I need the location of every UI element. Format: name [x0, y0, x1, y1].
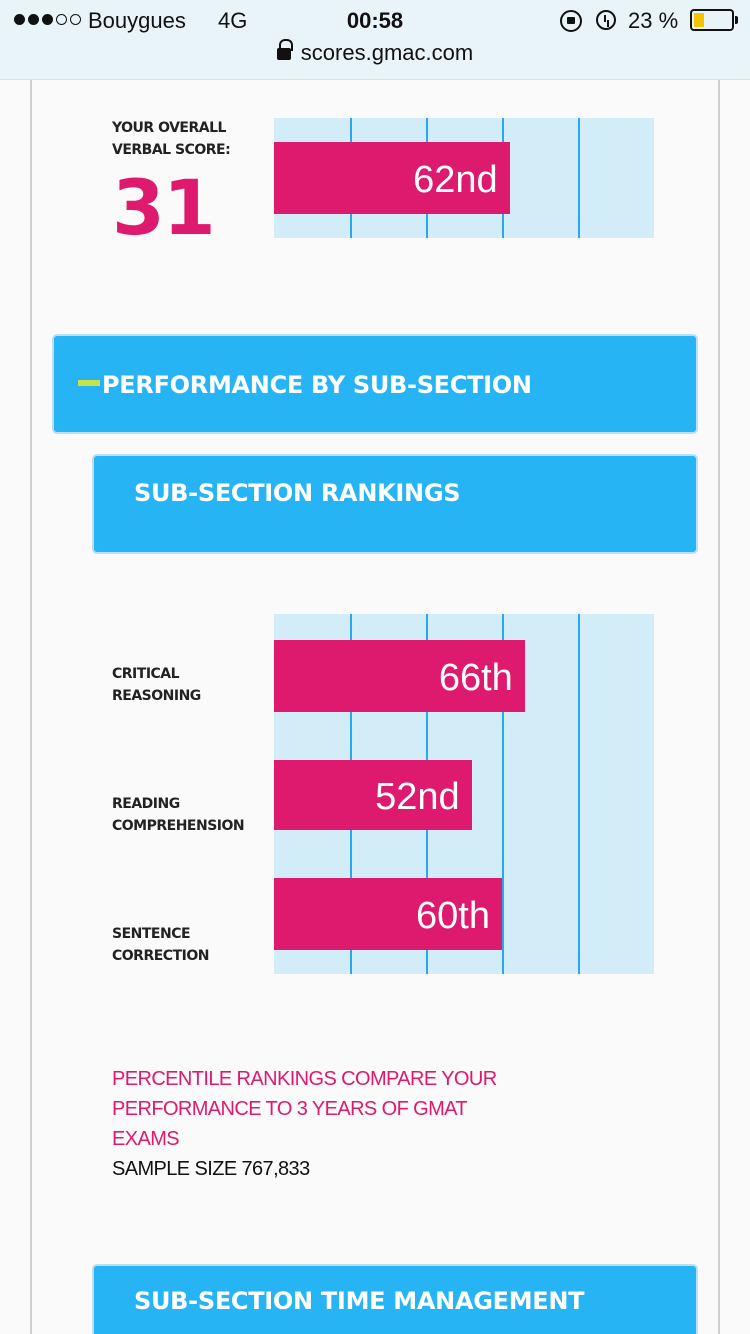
performance-by-subsection-header[interactable]: PERFORMANCE BY SUB-SECTION [52, 334, 698, 434]
collapse-minus-icon[interactable] [78, 380, 100, 386]
signal-dot [56, 14, 67, 25]
ranking-bar-3 [274, 878, 502, 950]
signal-dot [28, 14, 39, 25]
performance-header-title: PERFORMANCE BY SUB-SECTION [102, 371, 532, 399]
category-label-2-line2: COMPREHENSION [112, 818, 245, 834]
rankings-header-title: SUB-SECTION RANKINGS [134, 479, 461, 507]
battery-icon [690, 9, 738, 31]
url-text: scores.gmac.com [300, 40, 474, 65]
overall-percentile-bar [274, 142, 510, 214]
note-line-1: PERCENTILE RANKINGS COMPARE YOUR [112, 1068, 497, 1090]
category-label-2-line1: READING [112, 796, 180, 812]
subsection-time-management-header: SUB-SECTION TIME MANAGEMENT [92, 1264, 698, 1334]
category-label-3-line1: SENTENCE [112, 926, 191, 942]
overall-verbal-score: 31 [112, 163, 216, 252]
status-time: 00:58 [346, 8, 404, 33]
category-label-1-line1: CRITICAL [112, 666, 180, 682]
signal-dot [70, 14, 81, 25]
chart-gridline [578, 614, 580, 974]
alarm-icon [596, 10, 616, 30]
overall-score-label-line2: VERBAL SCORE: [112, 142, 231, 158]
note-line-3: EXAMS [112, 1128, 180, 1150]
battery-fill [694, 13, 705, 27]
battery-percent: 23 % [628, 8, 679, 33]
status-bar: Bouygues 4G 00:58 23 % scores.gmac.com [0, 0, 750, 80]
chart-gridline [502, 614, 504, 974]
note-line-2: PERFORMANCE TO 3 YEARS OF GMAT [112, 1098, 468, 1120]
percentile-note: PERCENTILE RANKINGS COMPARE YOUR PERFORM… [112, 1064, 532, 1184]
signal-dot [42, 14, 53, 25]
subsection-rankings-header: SUB-SECTION RANKINGS [92, 454, 698, 554]
overall-percentile-chart: 62nd [274, 118, 654, 238]
signal-strength-icon [14, 14, 81, 25]
address-bar[interactable]: scores.gmac.com [0, 39, 750, 76]
overall-score-label-line1: YOUR OVERALL [112, 120, 226, 136]
network-type: 4G [218, 8, 248, 33]
subsection-rankings-chart: 66th 52nd 60th [274, 614, 654, 974]
ranking-bar-3-label: 60th [416, 895, 490, 937]
ranking-bar-1-label: 66th [438, 657, 513, 699]
time-management-header-title: SUB-SECTION TIME MANAGEMENT [134, 1287, 585, 1315]
lock-icon [276, 39, 293, 61]
sample-size: SAMPLE SIZE 767,833 [112, 1158, 310, 1180]
carrier-name: Bouygues [88, 8, 186, 33]
ranking-bar-2-label: 52nd [375, 776, 460, 818]
ranking-bar-2 [274, 760, 472, 830]
overall-percentile-bar-label: 62nd [413, 159, 498, 201]
signal-dot [14, 14, 25, 25]
orientation-lock-icon [560, 10, 582, 32]
category-label-1-line2: REASONING [112, 688, 201, 704]
chart-gridline [578, 118, 580, 238]
category-label-3-line2: CORRECTION [112, 948, 209, 964]
ranking-bar-1 [274, 640, 525, 712]
